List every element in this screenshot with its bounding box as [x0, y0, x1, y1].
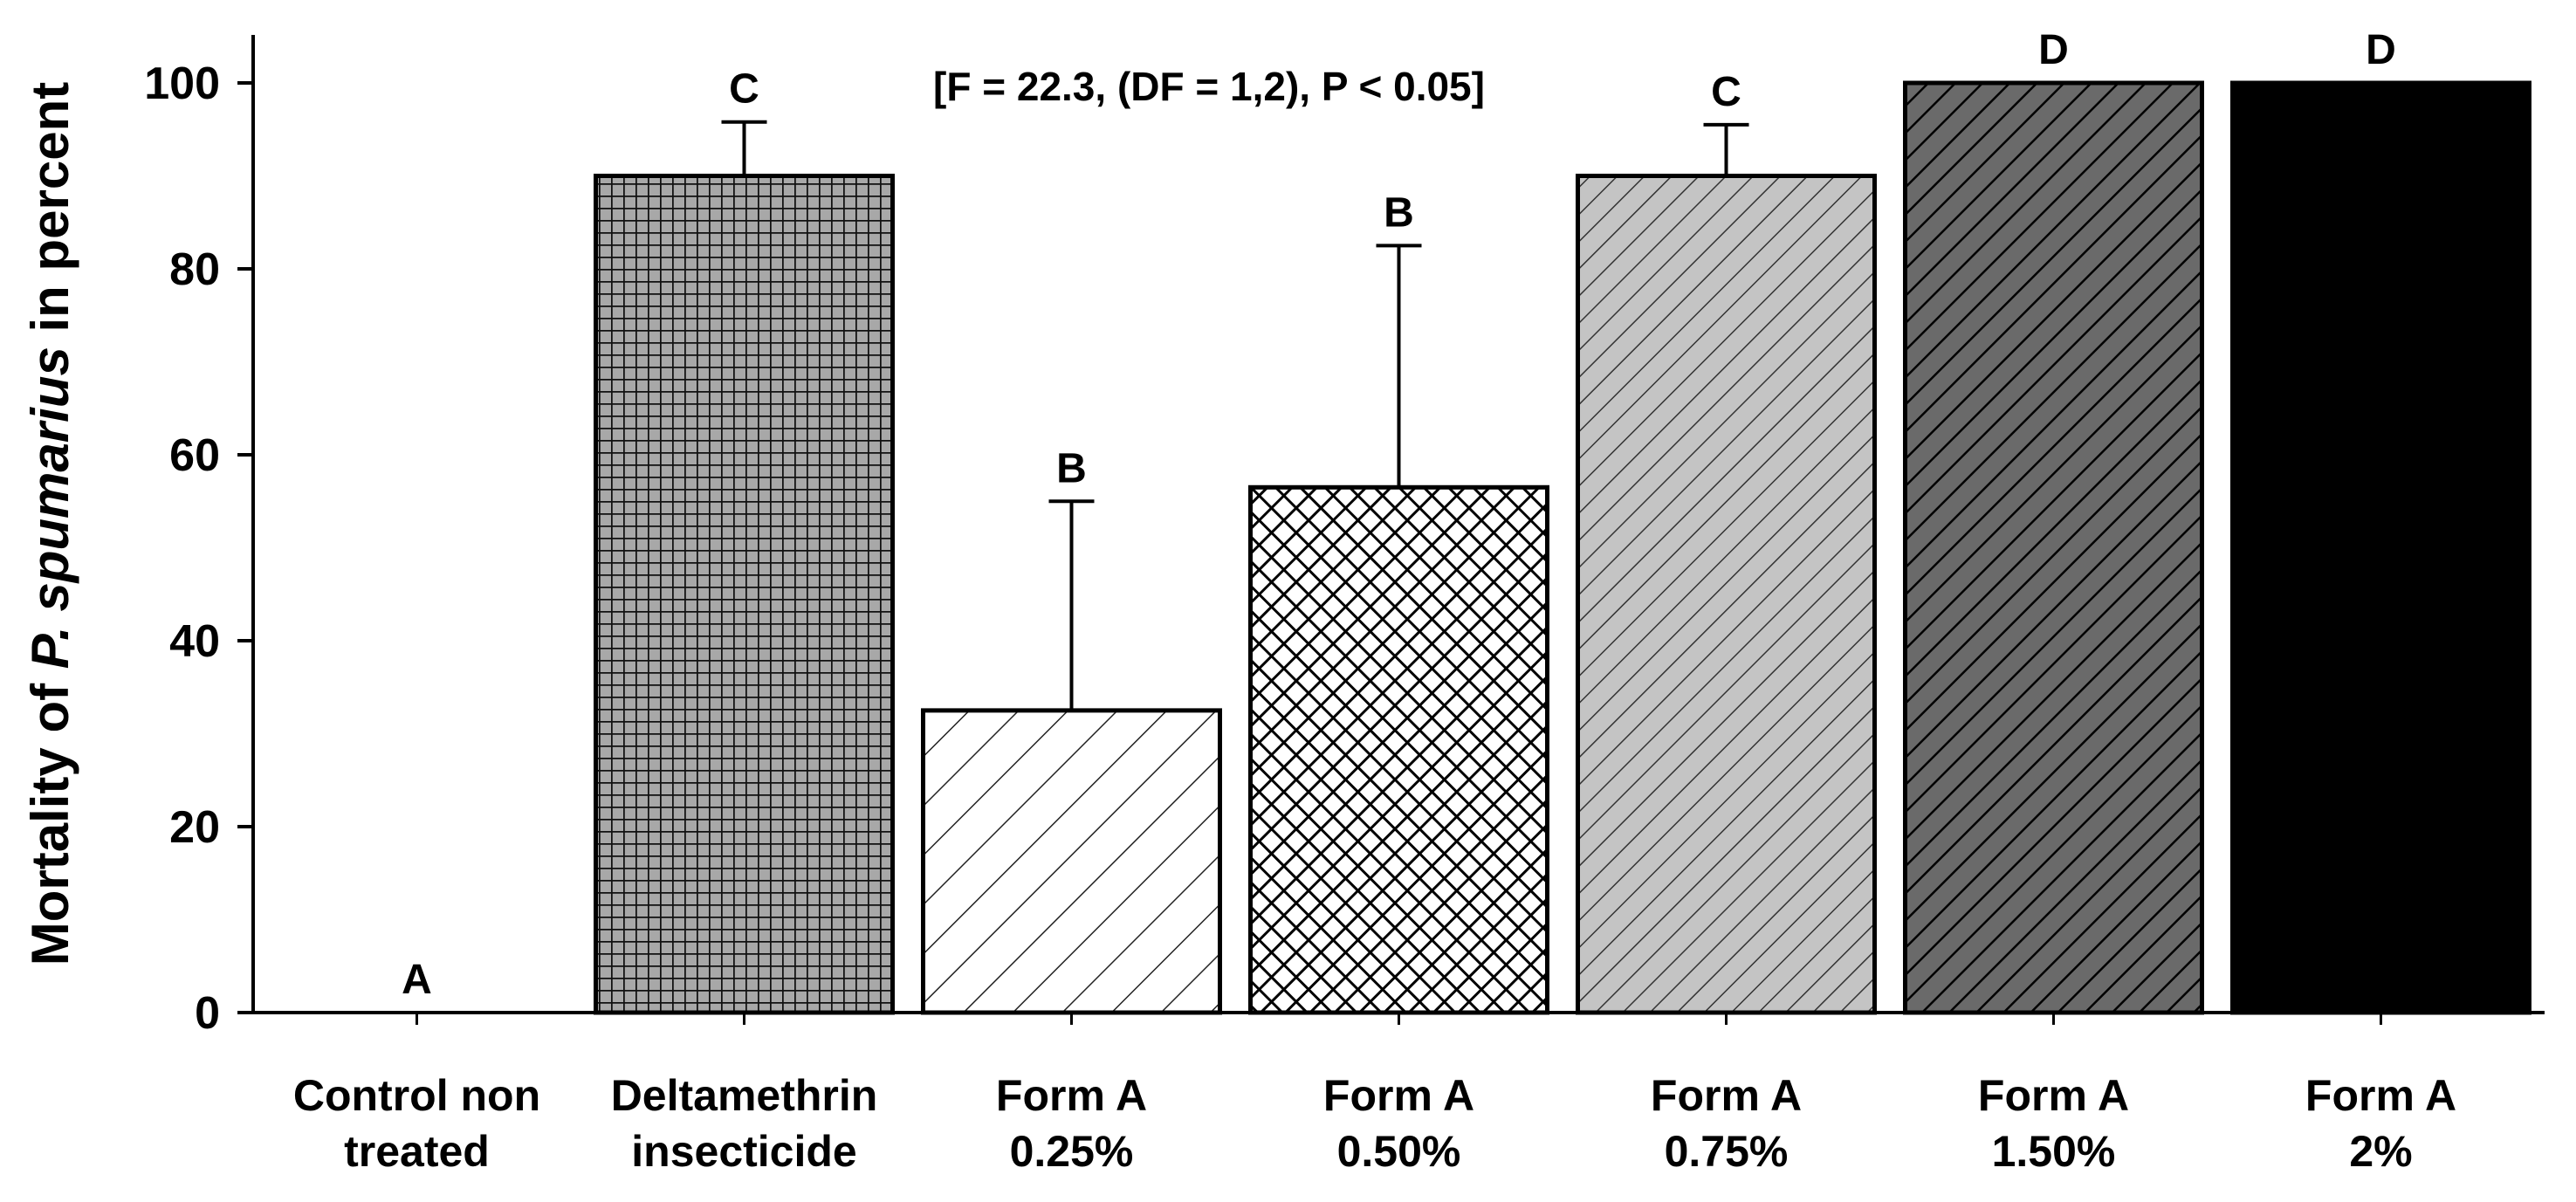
y-axis-label: Mortality of P. spumarius in percent	[21, 82, 79, 965]
y-axis-label-part: in percent	[21, 82, 79, 347]
x-tick-label: Deltamethrin insecticide	[611, 1071, 878, 1176]
x-tick-labels-layer: Control non treated Deltamethrin insecticid…	[293, 1071, 2456, 1176]
stats-annotation: [F = 22.3, (DF = 1,2), P < 0.05]	[933, 64, 1485, 109]
x-tick-label-line: treated	[344, 1127, 490, 1176]
significance-letters-layer: A C B B C D D	[402, 27, 2396, 1003]
error-bar	[721, 120, 767, 176]
x-tick-label-line: Form A	[1323, 1071, 1474, 1120]
significance-letter: D	[2366, 27, 2396, 73]
x-tick-label-line: 0.50%	[1337, 1127, 1461, 1176]
x-tick-label-line: Form A	[1651, 1071, 1802, 1120]
bar	[594, 174, 895, 1015]
axes-layer: 0 20 40 60 80 100	[144, 35, 2545, 1039]
y-tick-label: 80	[169, 244, 220, 295]
x-tick-label-line: Deltamethrin	[611, 1071, 878, 1120]
bars-layer	[594, 80, 2531, 1015]
error-bar	[1048, 499, 1095, 711]
y-axis-label-part: Mortality of	[21, 669, 79, 965]
x-tick-label-line: 0.25%	[1010, 1127, 1134, 1176]
y-tick-label: 40	[169, 616, 220, 667]
bar	[2230, 80, 2531, 1015]
x-tick-label: Form A 0.75%	[1651, 1071, 1802, 1176]
x-tick-label-line: Form A	[996, 1071, 1147, 1120]
bar	[1576, 174, 1877, 1015]
x-tick-label-line: 1.50%	[1992, 1127, 2116, 1176]
error-bar	[1376, 244, 1422, 488]
y-tick-label: 20	[169, 802, 220, 853]
x-tick-label: Form A 2%	[2305, 1071, 2456, 1176]
bar	[1903, 80, 2204, 1015]
x-tick-label-line: 0.75%	[1665, 1127, 1789, 1176]
y-axis-label-species: P. spumarius	[21, 347, 79, 669]
significance-letter: C	[1711, 69, 1741, 115]
error-bar	[1703, 122, 1749, 176]
x-tick-label-line: Form A	[1978, 1071, 2129, 1120]
x-tick-label: Control non treated	[293, 1071, 540, 1176]
x-tick-label-line: insecticide	[631, 1127, 856, 1176]
bar	[1248, 484, 1549, 1015]
significance-letter: A	[402, 957, 432, 1003]
significance-letter: D	[2038, 27, 2069, 73]
bar	[921, 708, 1222, 1015]
x-tick-label: Form A 0.50%	[1323, 1071, 1474, 1176]
x-tick-label: Form A 1.50%	[1978, 1071, 2129, 1176]
error-bars-layer	[721, 120, 1749, 711]
significance-letter: B	[1384, 189, 1414, 236]
y-tick-label: 100	[144, 58, 220, 109]
y-tick-label: 60	[169, 430, 220, 481]
y-tick-label: 0	[195, 988, 220, 1039]
significance-letter: C	[729, 66, 759, 113]
x-tick-label-line: Form A	[2305, 1071, 2456, 1120]
x-tick-label-line: Control non	[293, 1071, 540, 1120]
x-tick-label-line: 2%	[2349, 1127, 2412, 1176]
significance-letter: B	[1056, 445, 1087, 491]
x-tick-label: Form A 0.25%	[996, 1071, 1147, 1176]
